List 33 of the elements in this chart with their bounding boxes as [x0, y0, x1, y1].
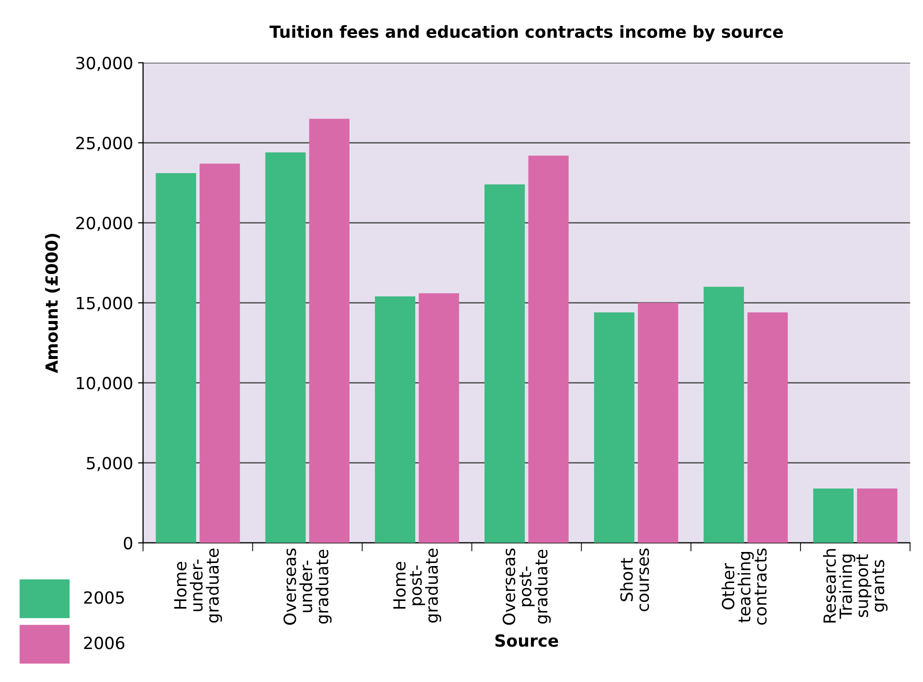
bar: [857, 488, 898, 543]
y-tick-label: 5,000: [86, 456, 132, 472]
y-tick-label: 0: [124, 536, 132, 550]
x-tick-label: Home under- graduate: [174, 548, 222, 623]
x-tick-label: Research Training support grants: [823, 549, 888, 623]
bar: [309, 118, 350, 543]
x-tick-label: Overseas post- graduate: [502, 548, 551, 625]
y-tick-label: 15,000: [76, 296, 132, 312]
y-tick-label: 25,000: [76, 136, 132, 152]
bar: [374, 296, 416, 543]
bar: [200, 164, 240, 543]
bar: [528, 156, 569, 543]
legend-label: 2005: [84, 591, 124, 604]
x-axis-title: Source: [495, 634, 558, 647]
chart-title: Tuition fees and education contracts income by source: [270, 25, 783, 42]
bar: [594, 312, 634, 543]
x-tick-label: Overseas under- graduate: [284, 548, 332, 625]
bar: [156, 173, 196, 543]
bar: [747, 312, 788, 543]
y-axis-title: Amount (£000): [45, 234, 60, 374]
x-tick-label: Home post- graduate: [393, 548, 442, 623]
y-tick-label: 10,000: [76, 376, 132, 392]
y-tick-label: 20,000: [76, 216, 132, 232]
bar: [704, 286, 744, 543]
y-tick-label: 30,000: [76, 56, 132, 72]
bar: [813, 488, 854, 543]
legend-label: 2006: [84, 636, 124, 650]
bar: [265, 152, 306, 543]
bar: [484, 184, 525, 543]
bar: [638, 302, 678, 543]
x-tick-label: Short courses: [620, 548, 650, 612]
x-tick-label: Other teaching contracts: [722, 548, 767, 625]
bar: [418, 293, 460, 543]
